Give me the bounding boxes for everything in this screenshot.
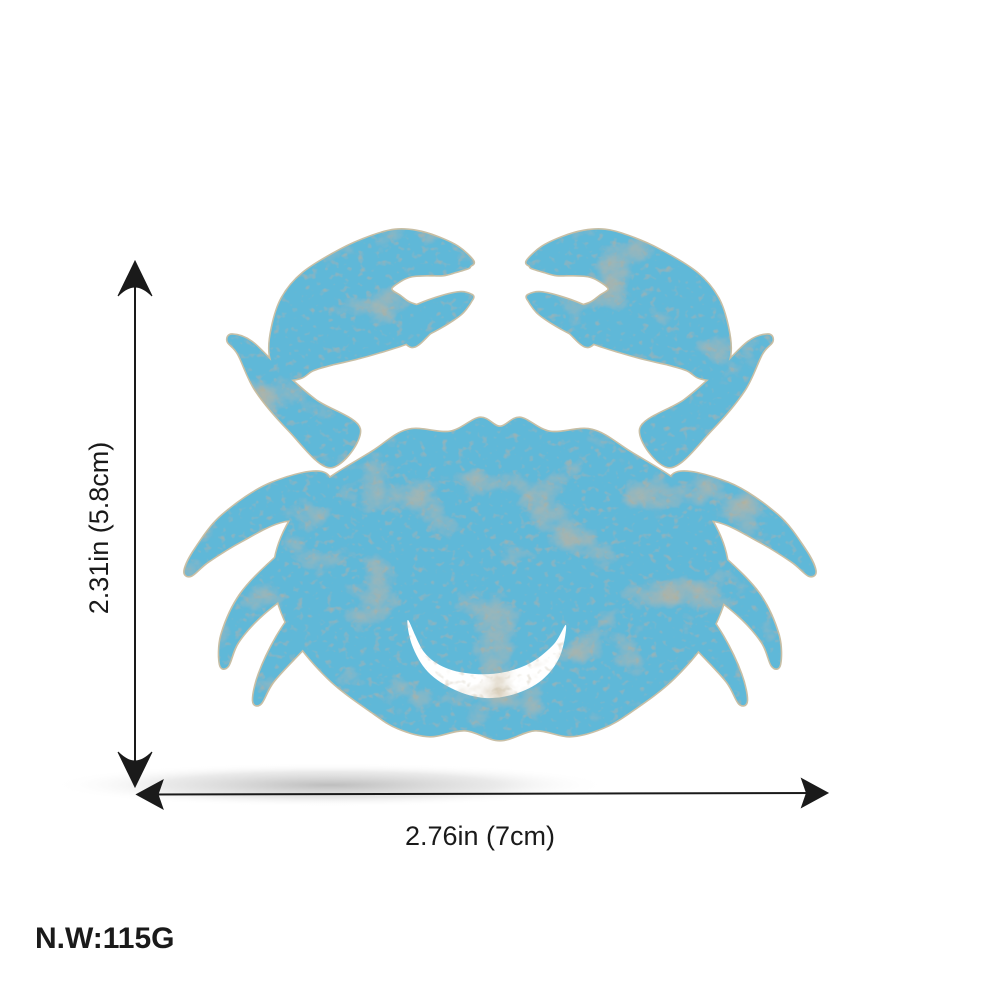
svg-text:N.W:115G: N.W:115G xyxy=(35,922,175,955)
svg-text:2.31in (5.8cm): 2.31in (5.8cm) xyxy=(84,442,114,615)
svg-text:2.76in (7cm): 2.76in (7cm) xyxy=(405,821,555,851)
